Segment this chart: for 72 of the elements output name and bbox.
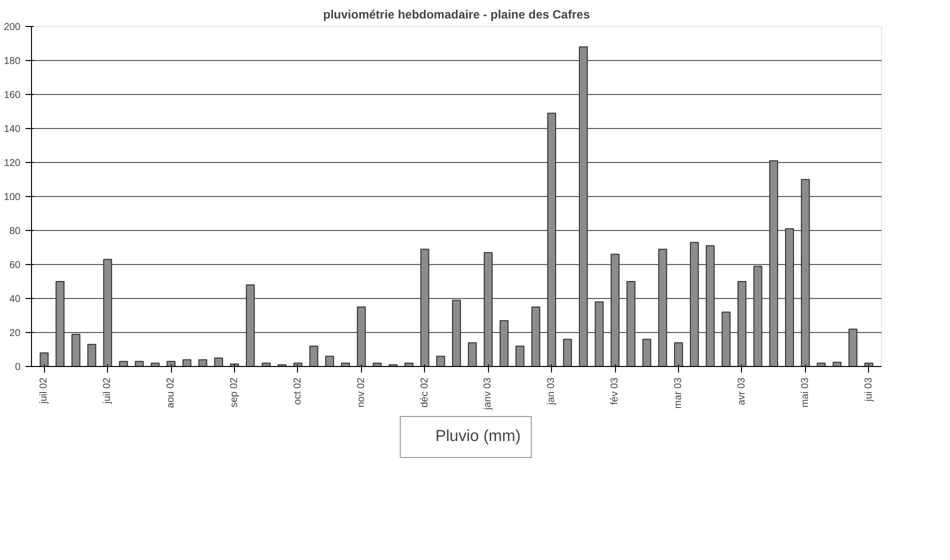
bar [134, 360, 144, 366]
bar [690, 242, 699, 366]
bar [737, 281, 746, 366]
bar [436, 356, 446, 366]
x-tick-label: juil 02 [102, 377, 114, 405]
y-tick-label: 160 [4, 90, 21, 101]
bar [484, 252, 493, 366]
bar [468, 342, 477, 366]
x-tick-label: oct 02 [292, 377, 304, 405]
bar [531, 306, 540, 366]
bar [119, 360, 128, 366]
y-tick-label: 200 [4, 22, 21, 33]
x-tick-label: jan 03 [546, 377, 558, 406]
bar [262, 362, 271, 366]
bar [515, 346, 524, 366]
bar [182, 359, 192, 366]
bar [341, 362, 350, 366]
bar [626, 281, 636, 366]
bar [674, 342, 683, 366]
x-tick-label: aou 02 [166, 377, 177, 408]
bar [325, 356, 334, 366]
y-tick-label: 180 [4, 56, 21, 67]
bar [404, 362, 414, 366]
bar [356, 306, 366, 366]
y-tick-label: 80 [9, 226, 21, 237]
bar [800, 179, 810, 366]
y-tick-label: 40 [9, 294, 21, 305]
x-tick-label: mai 03 [800, 377, 811, 408]
y-tick-label: 100 [4, 192, 21, 203]
bar [198, 359, 208, 366]
text: Pluvio (mm) [435, 428, 521, 446]
x-tick-label: nov 02 [356, 377, 367, 408]
bar [706, 245, 715, 366]
x-tick-label: janv 03 [482, 377, 494, 411]
bar [150, 362, 160, 366]
chart-title: pluviométrie hebdomadaire - plaine des Cafres [323, 8, 590, 22]
bar [578, 46, 588, 366]
y-tick-label: 0 [14, 362, 21, 373]
bar [722, 312, 731, 366]
bar [500, 320, 509, 366]
bar [547, 112, 556, 366]
x-tick-label: sep 02 [228, 377, 240, 408]
bar [785, 228, 794, 366]
bar [642, 338, 652, 366]
bar [40, 352, 49, 366]
x-tick-label: mar 03 [673, 377, 684, 409]
y-tick-label: 140 [4, 124, 21, 135]
bar [769, 160, 778, 366]
bar [56, 281, 65, 366]
bar [309, 346, 318, 366]
bar [658, 248, 668, 366]
bar [594, 301, 604, 366]
bar [420, 248, 430, 366]
bar [103, 258, 112, 366]
bar [246, 284, 255, 366]
x-tick-label: jui 03 [863, 377, 874, 402]
bar [214, 358, 224, 366]
x-tick-label: avr 03 [736, 377, 748, 406]
x-tick-label: juil 02 [38, 377, 50, 405]
bar [563, 338, 572, 366]
bar [87, 344, 96, 366]
y-tick-label: 120 [4, 158, 21, 169]
bar [372, 362, 382, 366]
bar [753, 266, 762, 366]
bar [452, 300, 461, 366]
x-tick-label: déc 02 [419, 377, 430, 408]
y-tick-label: 20 [9, 328, 21, 339]
y-tick-label: 60 [9, 260, 21, 271]
x-tick-label: fév 03 [610, 377, 621, 405]
bar [610, 254, 620, 366]
bar [71, 334, 80, 366]
bar [848, 328, 858, 366]
